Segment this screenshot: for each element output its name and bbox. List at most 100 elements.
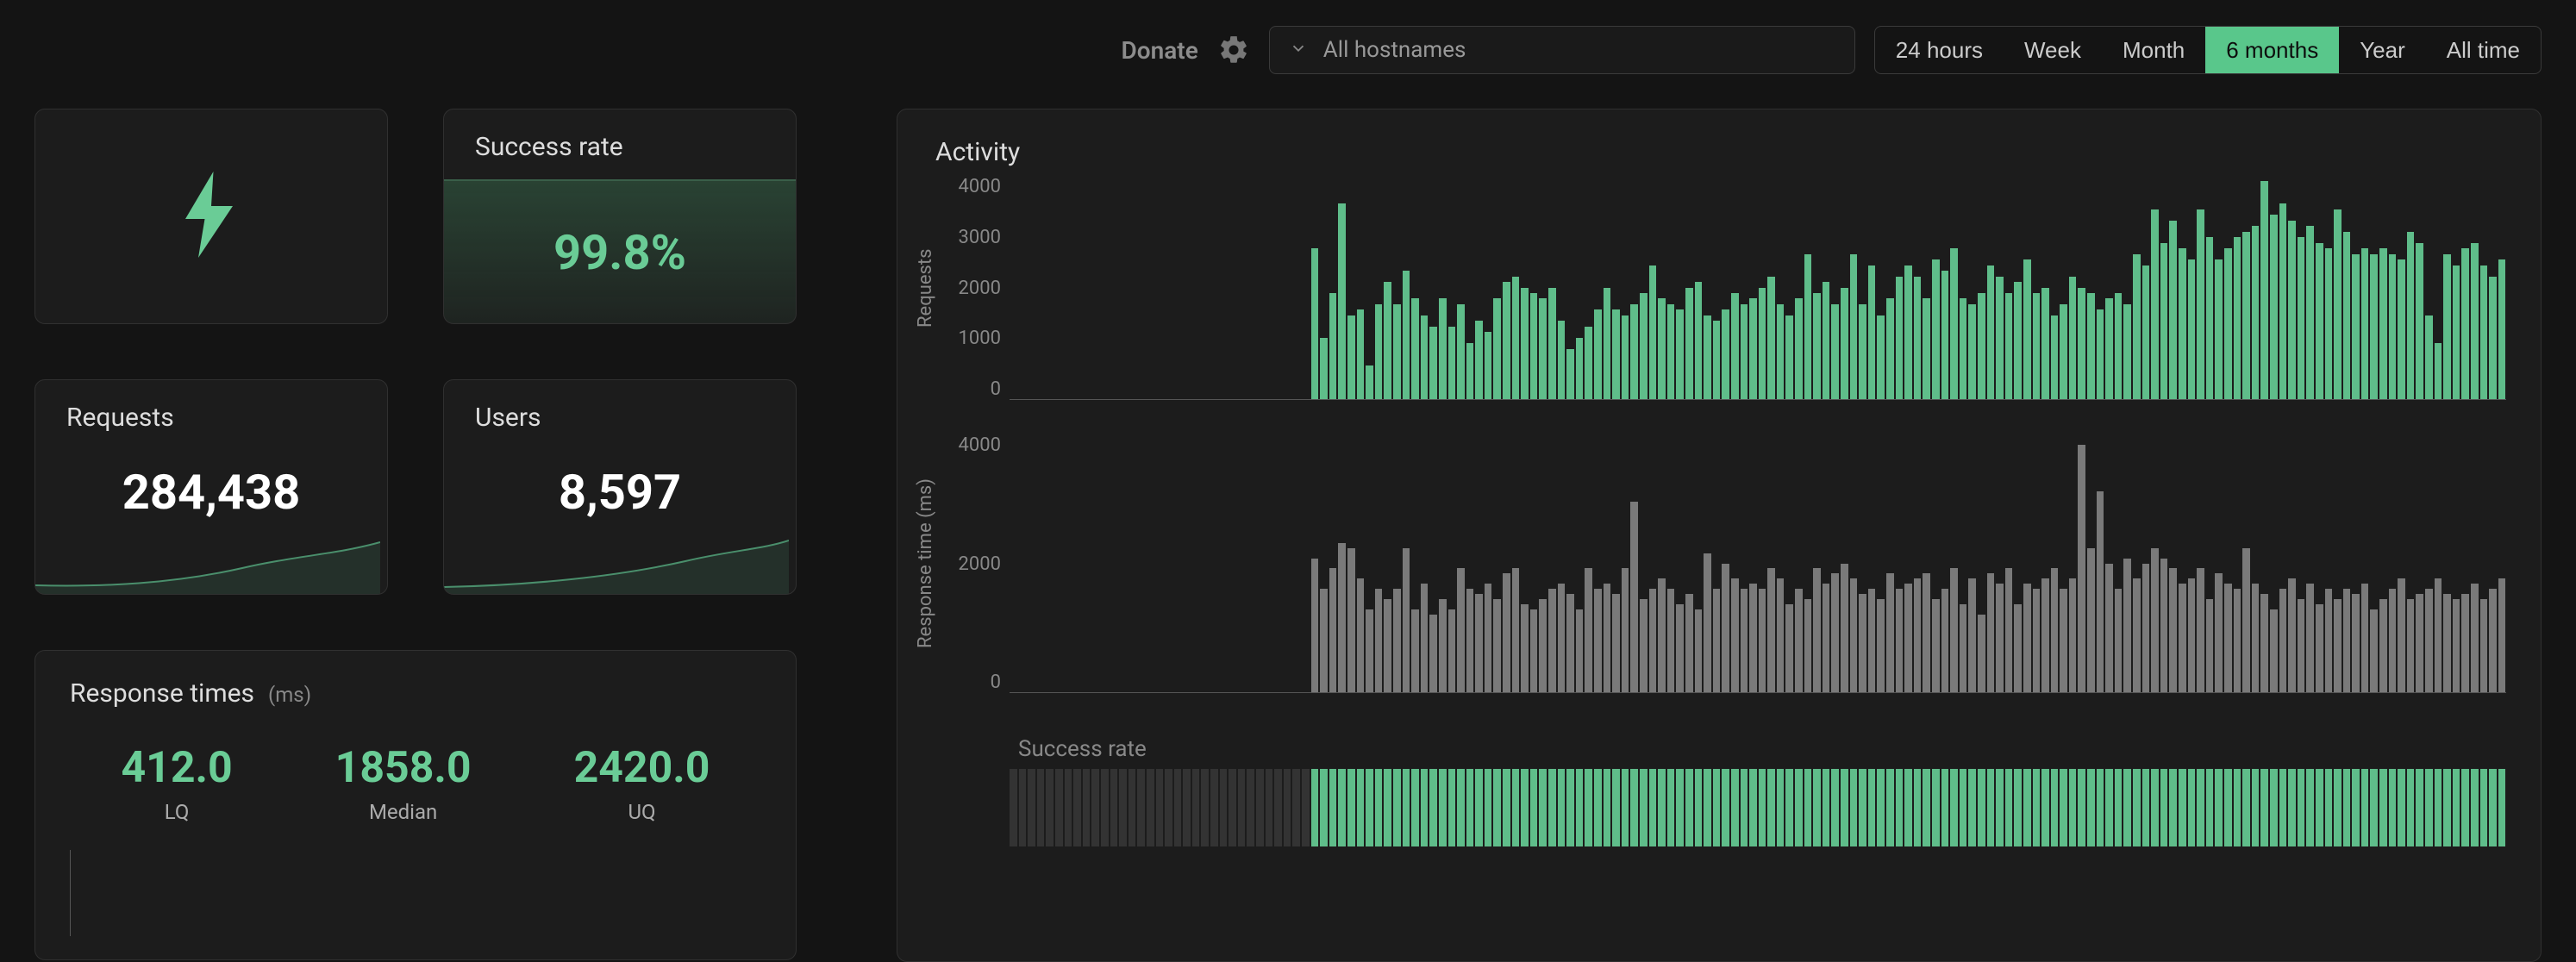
chart-bar: [2416, 769, 2423, 846]
chart-bar: [2197, 769, 2204, 846]
response-times-card: Response times (ms) 412.0 LQ 1858.0 Medi…: [34, 650, 797, 960]
chart-bar: [1850, 769, 1858, 846]
chart-bar: [1676, 769, 1684, 846]
gear-icon[interactable]: [1217, 34, 1250, 66]
chart-bar: [1896, 277, 1904, 399]
range-tab-all-time[interactable]: All time: [2426, 27, 2541, 73]
chart-bar: [2242, 548, 2250, 692]
chart-bar: [2033, 293, 2041, 399]
chart-bar: [1576, 609, 1584, 692]
users-card: Users 8,597: [443, 379, 797, 595]
chart-bar: [2498, 769, 2506, 846]
chart-bar: [1868, 265, 1876, 399]
chart-bar: [1421, 315, 1429, 399]
chart-bar: [1978, 769, 1985, 846]
chart-bar: [2453, 769, 2460, 846]
chart-bar: [2325, 248, 2333, 399]
chart-bar: [1960, 298, 1967, 399]
chart-bar: [2471, 584, 2479, 692]
chart-bar: [2279, 203, 2287, 399]
chart-bar: [2498, 259, 2506, 399]
chart-bar: [2142, 564, 2150, 693]
chart-bar: [2288, 578, 2296, 692]
chart-bar: [2379, 248, 2387, 399]
chart-bar: [1896, 589, 1904, 692]
chart-bar: [2260, 594, 2268, 692]
chart-bar: [1375, 769, 1383, 846]
response-time-uq: 2420.0 UQ: [574, 743, 710, 824]
chart-bar: [2316, 769, 2323, 846]
range-tab-month[interactable]: Month: [2102, 27, 2205, 73]
range-tab-year[interactable]: Year: [2339, 27, 2426, 73]
hostname-select[interactable]: All hostnames: [1269, 26, 1855, 74]
chart-bar: [1539, 599, 1547, 692]
chart-bar: [1722, 309, 1729, 399]
chart-bar: [2471, 243, 2479, 399]
chart-bar: [1722, 564, 1729, 693]
chart-bar: [2480, 599, 2488, 692]
chart-bar: [1795, 769, 1803, 846]
chart-bar: [2489, 769, 2497, 846]
range-tab-week[interactable]: Week: [2004, 27, 2102, 73]
chart-bar: [1823, 282, 1830, 399]
chart-bar: [2005, 769, 2013, 846]
rt-median-label: Median: [335, 800, 472, 824]
chart-bar: [1813, 293, 1821, 399]
chart-bar: [1630, 769, 1638, 846]
chart-bar: [1566, 594, 1574, 692]
chart-bar: [1448, 769, 1456, 846]
chart-bar: [2215, 769, 2223, 846]
chart-bar: [1548, 589, 1556, 692]
chart-bar: [2352, 254, 2360, 399]
chart-bar: [2398, 259, 2405, 399]
chart-bar: [2206, 237, 2214, 399]
rt-lq-label: LQ: [121, 800, 232, 824]
time-range-tabs: 24 hoursWeekMonth6 monthsYearAll time: [1874, 26, 2542, 74]
chart-bar: [1594, 589, 1602, 692]
chart-bar: [1585, 327, 1592, 399]
chart-bar: [1485, 769, 1492, 846]
chart-bar: [1366, 769, 1373, 846]
chart-bar: [1329, 293, 1337, 399]
chart-bar: [1722, 769, 1729, 846]
chart-bar: [2242, 769, 2250, 846]
chart-bar: [1393, 304, 1401, 399]
chart-bar: [2123, 769, 2131, 846]
chart-bar: [2014, 604, 2022, 692]
range-tab-24-hours[interactable]: 24 hours: [1875, 27, 2004, 73]
chart-bar: [1530, 293, 1538, 399]
chart-bar: [1741, 304, 1748, 399]
chart-bar: [1777, 578, 1785, 692]
chart-bar: [1366, 609, 1373, 692]
chart-bar: [1649, 769, 1657, 846]
chart-bar: [2461, 769, 2469, 846]
chart-bar: [2461, 594, 2469, 692]
chart-bar: [1612, 769, 1620, 846]
chart-bar: [2023, 259, 2031, 399]
chart-bar: [1558, 321, 1566, 399]
chart-bar: [2298, 769, 2305, 846]
chart-bar: [2014, 282, 2022, 399]
chart-bar: [1741, 589, 1748, 692]
chart-bar: [2179, 769, 2186, 846]
chart-bar: [2215, 259, 2223, 399]
chart-bar: [2389, 769, 2397, 846]
range-tab-6-months[interactable]: 6 months: [2205, 27, 2339, 73]
chart-bar: [2151, 209, 2159, 399]
chart-bar: [1923, 769, 1930, 846]
response-times-axis: [70, 850, 761, 936]
chart-bar: [1941, 769, 1949, 846]
chart-bar: [2279, 589, 2287, 692]
chart-bar: [1493, 298, 1501, 399]
chart-bar: [2133, 578, 2141, 692]
chart-bar: [2142, 769, 2150, 846]
chart-bar: [1566, 349, 1574, 399]
chart-bar: [2435, 769, 2442, 846]
chart-bar: [2435, 578, 2442, 692]
chart-bar: [1530, 769, 1538, 846]
chart-bar: [1932, 599, 1940, 692]
chart-bar: [2416, 243, 2423, 399]
chart-bar: [2443, 594, 2451, 692]
chart-bar: [1804, 769, 1812, 846]
donate-link[interactable]: Donate: [1122, 36, 1198, 65]
